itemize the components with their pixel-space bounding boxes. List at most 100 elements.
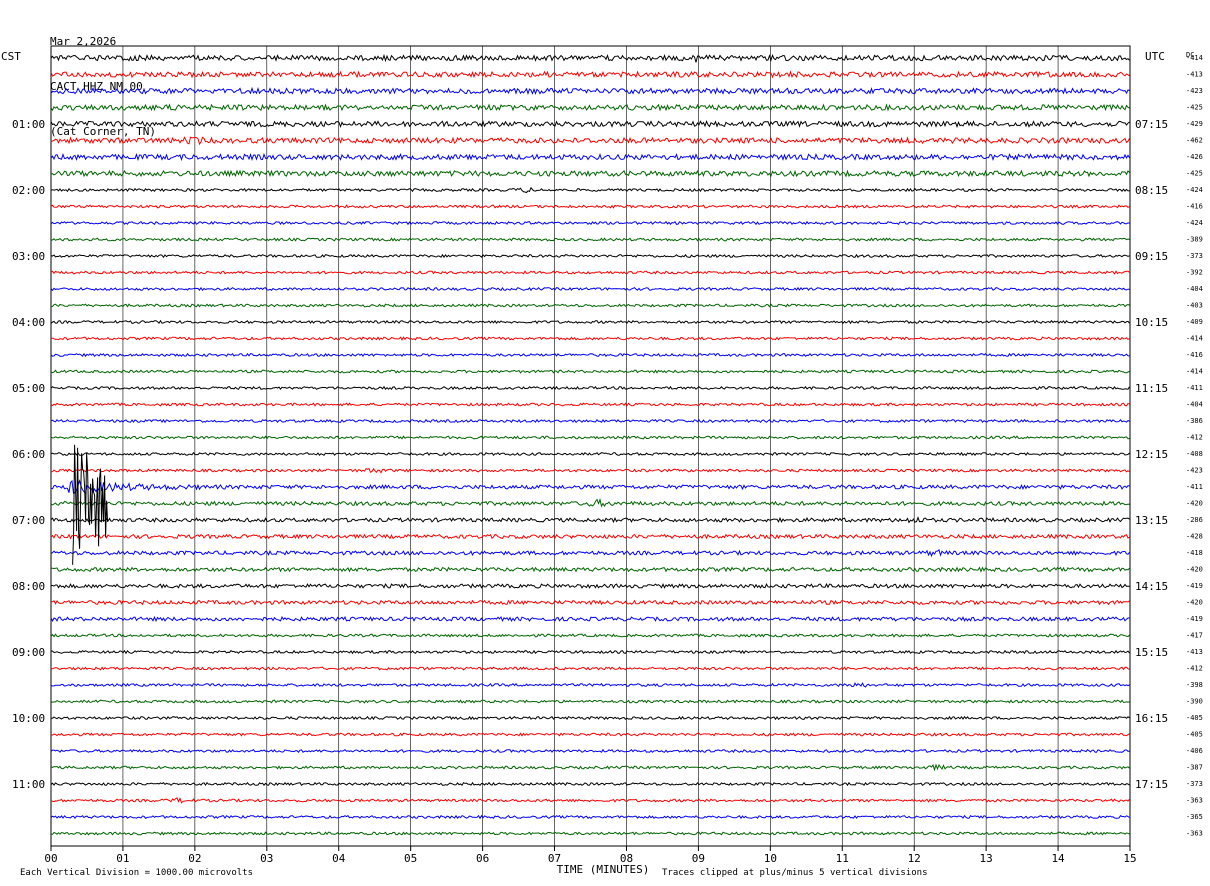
utc-hour-label: 07:15 bbox=[1135, 118, 1168, 131]
cst-hour-label: 09:00 bbox=[12, 646, 45, 659]
seismic-trace bbox=[50, 599, 1130, 606]
station-header: Mar 2,2026 CACT HHZ NM 00 (Cat Corner, T… bbox=[50, 4, 156, 154]
seismic-trace bbox=[50, 237, 1130, 242]
seismic-trace bbox=[50, 533, 1130, 540]
dc-offset-label: -387 bbox=[1186, 764, 1203, 772]
cst-hour-label: 01:00 bbox=[12, 118, 45, 131]
dc-offset-label: -420 bbox=[1186, 566, 1203, 574]
cst-axis-label: CST bbox=[1, 50, 21, 63]
seismic-trace bbox=[50, 136, 1130, 146]
seismic-trace bbox=[50, 169, 1130, 178]
date-label: Mar 2,2026 bbox=[50, 35, 117, 48]
x-tick-label: 07 bbox=[548, 852, 561, 865]
x-tick-label: 03 bbox=[260, 852, 273, 865]
seismic-trace bbox=[50, 615, 1130, 623]
x-tick-label: 04 bbox=[332, 852, 346, 865]
dc-offset-label: -404 bbox=[1186, 401, 1203, 409]
cst-hour-label: 10:00 bbox=[12, 712, 45, 725]
cst-hour-label: 08:00 bbox=[12, 580, 45, 593]
cst-hour-label: 03:00 bbox=[12, 250, 45, 263]
x-tick-label: 14 bbox=[1051, 852, 1065, 865]
seismic-trace bbox=[51, 715, 1130, 721]
seismic-trace bbox=[50, 566, 1130, 573]
seismic-trace bbox=[50, 319, 1130, 325]
x-tick-label: 11 bbox=[836, 852, 849, 865]
utc-hour-label: 17:15 bbox=[1135, 778, 1168, 791]
dc-offset-label: -373 bbox=[1186, 252, 1203, 260]
dc-offset-label: -413 bbox=[1186, 648, 1203, 656]
seismic-trace bbox=[50, 103, 1130, 112]
plot-frame bbox=[50, 45, 1131, 847]
seismic-trace bbox=[50, 831, 1130, 836]
utc-hour-label: 16:15 bbox=[1135, 712, 1168, 725]
dc-offset-label: -409 bbox=[1186, 318, 1203, 326]
seismic-trace bbox=[50, 270, 1130, 275]
seismic-trace bbox=[50, 763, 1130, 772]
dc-offset-label: -412 bbox=[1186, 665, 1203, 673]
dc-offset-label: -420 bbox=[1186, 599, 1203, 607]
dc-offset-label: -389 bbox=[1186, 236, 1203, 244]
dc-offset-label: -404 bbox=[1186, 285, 1203, 293]
chart-labels: 00 01 02 03 04 05 06 07 08 09 10 11 12 13 14 15 TIME (MI… bbox=[1, 50, 1203, 876]
x-tick-label: 00 bbox=[44, 852, 57, 865]
seismic-trace bbox=[50, 204, 1130, 209]
cst-hour-label: 06:00 bbox=[12, 448, 45, 461]
dc-offset-label: -419 bbox=[1186, 615, 1203, 623]
seismic-trace bbox=[50, 699, 1130, 704]
utc-hour-label: 10:15 bbox=[1135, 316, 1168, 329]
seismic-trace bbox=[51, 303, 1130, 308]
seismic-trace bbox=[50, 418, 1130, 424]
utc-hour-label: 12:15 bbox=[1135, 448, 1168, 461]
seismic-trace bbox=[50, 732, 1130, 737]
x-tick-label: 05 bbox=[404, 852, 417, 865]
dc-offset-label: -425 bbox=[1186, 170, 1203, 178]
seismic-trace bbox=[50, 352, 1130, 358]
seismic-trace bbox=[50, 402, 1130, 407]
seismic-trace bbox=[50, 70, 1130, 79]
seismic-trace bbox=[50, 516, 1130, 524]
dc-offset-label: -414 bbox=[1186, 54, 1203, 62]
dc-offset-label: -419 bbox=[1186, 582, 1203, 590]
seismic-trace bbox=[50, 633, 1130, 638]
x-tick-label: 12 bbox=[908, 852, 921, 865]
cst-hour-label: 02:00 bbox=[12, 184, 45, 197]
dc-offset-label: -411 bbox=[1186, 483, 1203, 491]
seismic-trace bbox=[50, 385, 1130, 391]
seismic-trace bbox=[50, 748, 1130, 754]
cst-hour-label: 07:00 bbox=[12, 514, 45, 527]
dc-offset-label: -365 bbox=[1186, 813, 1203, 821]
seismic-trace bbox=[50, 435, 1130, 440]
x-tick-label: 02 bbox=[188, 852, 201, 865]
utc-hour-label: 14:15 bbox=[1135, 580, 1168, 593]
seismic-trace bbox=[50, 152, 1130, 162]
dc-offset-label: -414 bbox=[1186, 368, 1203, 376]
dc-offset-label: -417 bbox=[1186, 632, 1203, 640]
dc-offset-label: -373 bbox=[1186, 780, 1203, 788]
utc-hour-label: 15:15 bbox=[1135, 646, 1168, 659]
seismic-trace bbox=[50, 549, 1130, 558]
dc-offset-label: -416 bbox=[1186, 203, 1203, 211]
seismic-trace bbox=[50, 582, 1130, 589]
x-tick-label: 08 bbox=[620, 852, 633, 865]
cst-hour-label: 04:00 bbox=[12, 316, 45, 329]
seismic-trace bbox=[50, 120, 1130, 129]
x-tick-label: 13 bbox=[980, 852, 993, 865]
clip-note: Traces clipped at plus/minus 5 vertical … bbox=[662, 868, 928, 878]
utc-hour-label: 13:15 bbox=[1135, 514, 1168, 527]
dc-offset-label: -363 bbox=[1186, 830, 1203, 838]
cst-hour-label: 11:00 bbox=[12, 778, 45, 791]
seismic-trace bbox=[50, 467, 1130, 474]
cst-hour-label: 05:00 bbox=[12, 382, 45, 395]
dc-offset-label: -428 bbox=[1186, 533, 1203, 541]
chart-grid bbox=[50, 45, 1131, 851]
dc-offset-label: -406 bbox=[1186, 747, 1203, 755]
seismic-trace bbox=[50, 451, 1130, 457]
x-tick-label: 15 bbox=[1123, 852, 1136, 865]
utc-axis-label: UTC bbox=[1145, 50, 1165, 63]
dc-offset-label: -424 bbox=[1186, 219, 1203, 227]
dc-offset-label: -411 bbox=[1186, 384, 1203, 392]
station-label: CACT HHZ NM 00 bbox=[50, 80, 143, 93]
x-tick-label: 01 bbox=[116, 852, 129, 865]
dc-offset-label: -413 bbox=[1186, 71, 1203, 79]
